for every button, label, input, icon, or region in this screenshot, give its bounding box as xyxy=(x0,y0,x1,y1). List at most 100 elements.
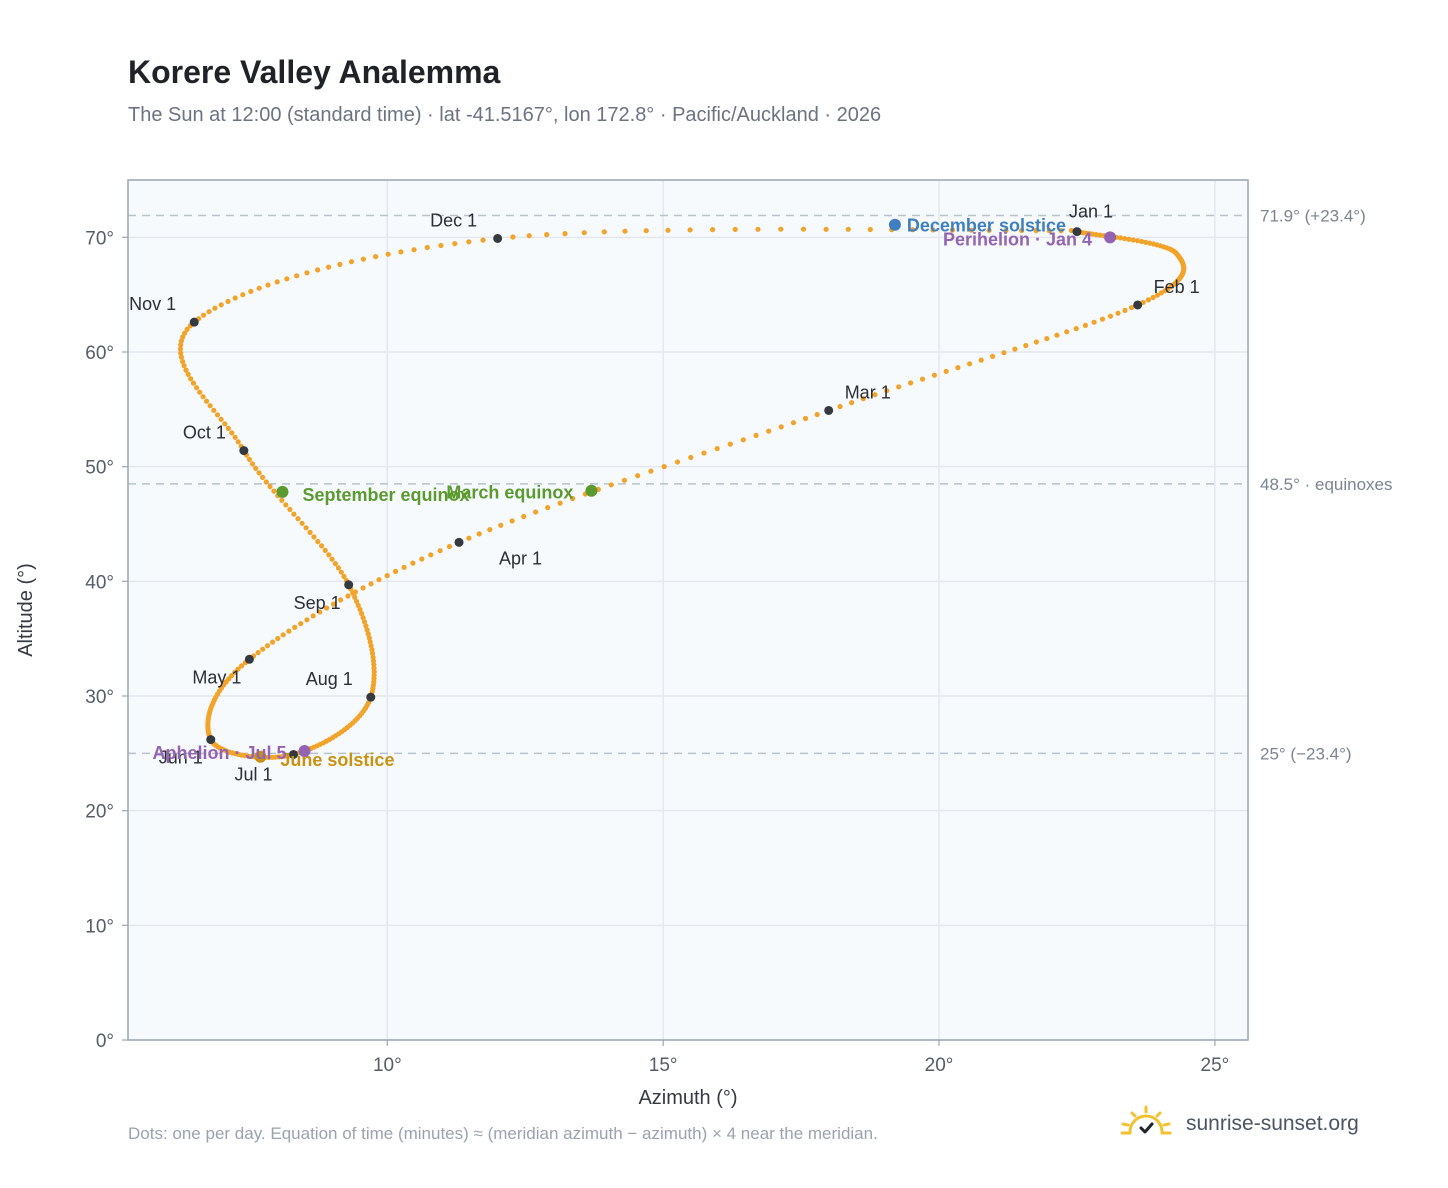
month-marker xyxy=(824,405,834,415)
daily-dot xyxy=(177,346,183,352)
daily-dot xyxy=(298,621,304,627)
daily-dot xyxy=(1003,227,1009,234)
daily-dot xyxy=(1126,236,1132,242)
daily-dot xyxy=(557,500,563,506)
y-tick-label: 20° xyxy=(85,802,114,823)
month-label: Apr 1 xyxy=(499,548,542,568)
daily-dot xyxy=(1082,322,1088,328)
daily-dot xyxy=(373,254,379,260)
daily-dot xyxy=(466,239,472,245)
daily-dot xyxy=(661,464,667,470)
daily-dot xyxy=(545,505,551,511)
daily-dot xyxy=(183,367,189,373)
daily-dot xyxy=(284,276,290,282)
x-axis-ticks: 10° 15° 20° 25° xyxy=(373,1040,1229,1076)
daily-dot xyxy=(930,227,936,233)
daily-dot xyxy=(188,376,194,382)
daily-dot xyxy=(271,488,277,494)
daily-dot xyxy=(908,380,914,386)
daily-dot xyxy=(1135,238,1141,244)
reference-line-label: 25° (−23.4°) xyxy=(1260,744,1352,763)
daily-dot xyxy=(674,459,681,465)
daily-dot xyxy=(896,384,902,390)
daily-dot xyxy=(732,226,738,232)
chart-title: Korere Valley Analemma xyxy=(128,54,501,90)
daily-dot xyxy=(218,416,224,422)
daily-dot xyxy=(1046,228,1052,234)
daily-dot xyxy=(185,371,191,377)
daily-dot xyxy=(398,249,404,255)
daily-dot xyxy=(687,227,693,233)
month-marker xyxy=(1133,300,1143,310)
daily-dot xyxy=(348,259,355,265)
month-label: May 1 xyxy=(192,667,241,687)
daily-dot xyxy=(968,227,974,233)
footnote: Dots: one per day. Equation of time (min… xyxy=(128,1124,878,1143)
brand-name: sunrise-sunset.org xyxy=(1186,1112,1359,1135)
daily-dot xyxy=(211,407,217,413)
daily-dot xyxy=(287,506,293,513)
daily-dot xyxy=(1122,307,1128,313)
daily-dot xyxy=(755,226,761,232)
daily-dot xyxy=(324,605,330,611)
reference-lines: 71.9° (+23.4°) 48.5° · equinoxes 25° (−23.… xyxy=(128,207,1393,763)
daily-dot xyxy=(1033,228,1039,234)
month-label: Jul 1 xyxy=(235,764,273,784)
daily-dot xyxy=(338,569,344,575)
daily-dot xyxy=(178,350,184,356)
daily-dot xyxy=(350,590,356,596)
daily-dot xyxy=(802,415,809,422)
daily-dot xyxy=(330,601,337,607)
daily-dot xyxy=(357,606,363,613)
daily-dot xyxy=(710,227,716,233)
daily-dot xyxy=(393,568,399,575)
daily-dot xyxy=(326,552,332,558)
event-label: Perihelion · Jan 4 xyxy=(943,229,1092,249)
daily-dot xyxy=(437,548,443,554)
daily-dot xyxy=(845,226,851,232)
daily-dot xyxy=(526,233,532,239)
daily-dot xyxy=(303,525,309,531)
daily-dot xyxy=(360,256,366,262)
brand[interactable]: sunrise-sunset.org xyxy=(1120,1104,1359,1144)
month-label: Feb 1 xyxy=(1154,277,1200,297)
daily-dot xyxy=(232,669,238,675)
daily-dot xyxy=(867,226,873,233)
daily-dot xyxy=(1054,332,1060,338)
daily-dot xyxy=(688,454,694,461)
daily-dot xyxy=(294,273,300,279)
y-tick-label: 10° xyxy=(85,916,114,937)
daily-dot xyxy=(212,305,218,311)
daily-dot xyxy=(1122,236,1128,242)
daily-dot xyxy=(401,564,407,570)
daily-dot xyxy=(317,609,323,615)
daily-dot xyxy=(665,227,671,233)
daily-dot xyxy=(190,380,197,386)
daily-dot xyxy=(581,230,587,236)
month-marker xyxy=(206,735,216,745)
daily-dot xyxy=(322,547,328,554)
daily-dot xyxy=(365,631,371,637)
daily-dot xyxy=(353,598,360,604)
daily-dot xyxy=(622,228,628,234)
daily-dot xyxy=(1019,227,1025,234)
daily-dot xyxy=(411,247,417,253)
daily-dot xyxy=(360,615,366,621)
daily-dot xyxy=(410,560,416,566)
month-marker xyxy=(244,654,254,664)
y-axis-label: Altitude (°) xyxy=(15,563,37,657)
daily-dot xyxy=(310,613,316,619)
daily-dot xyxy=(286,628,292,634)
daily-dot xyxy=(601,229,607,235)
daily-dot xyxy=(263,479,269,485)
daily-dot xyxy=(949,227,956,233)
daily-dot xyxy=(364,627,370,633)
daily-dot xyxy=(1044,336,1050,342)
daily-dot xyxy=(1033,339,1039,345)
event-marker xyxy=(298,745,311,758)
daily-dot xyxy=(823,226,829,232)
daily-dot xyxy=(214,412,221,418)
daily-dot xyxy=(235,439,241,445)
daily-dot xyxy=(338,597,344,603)
